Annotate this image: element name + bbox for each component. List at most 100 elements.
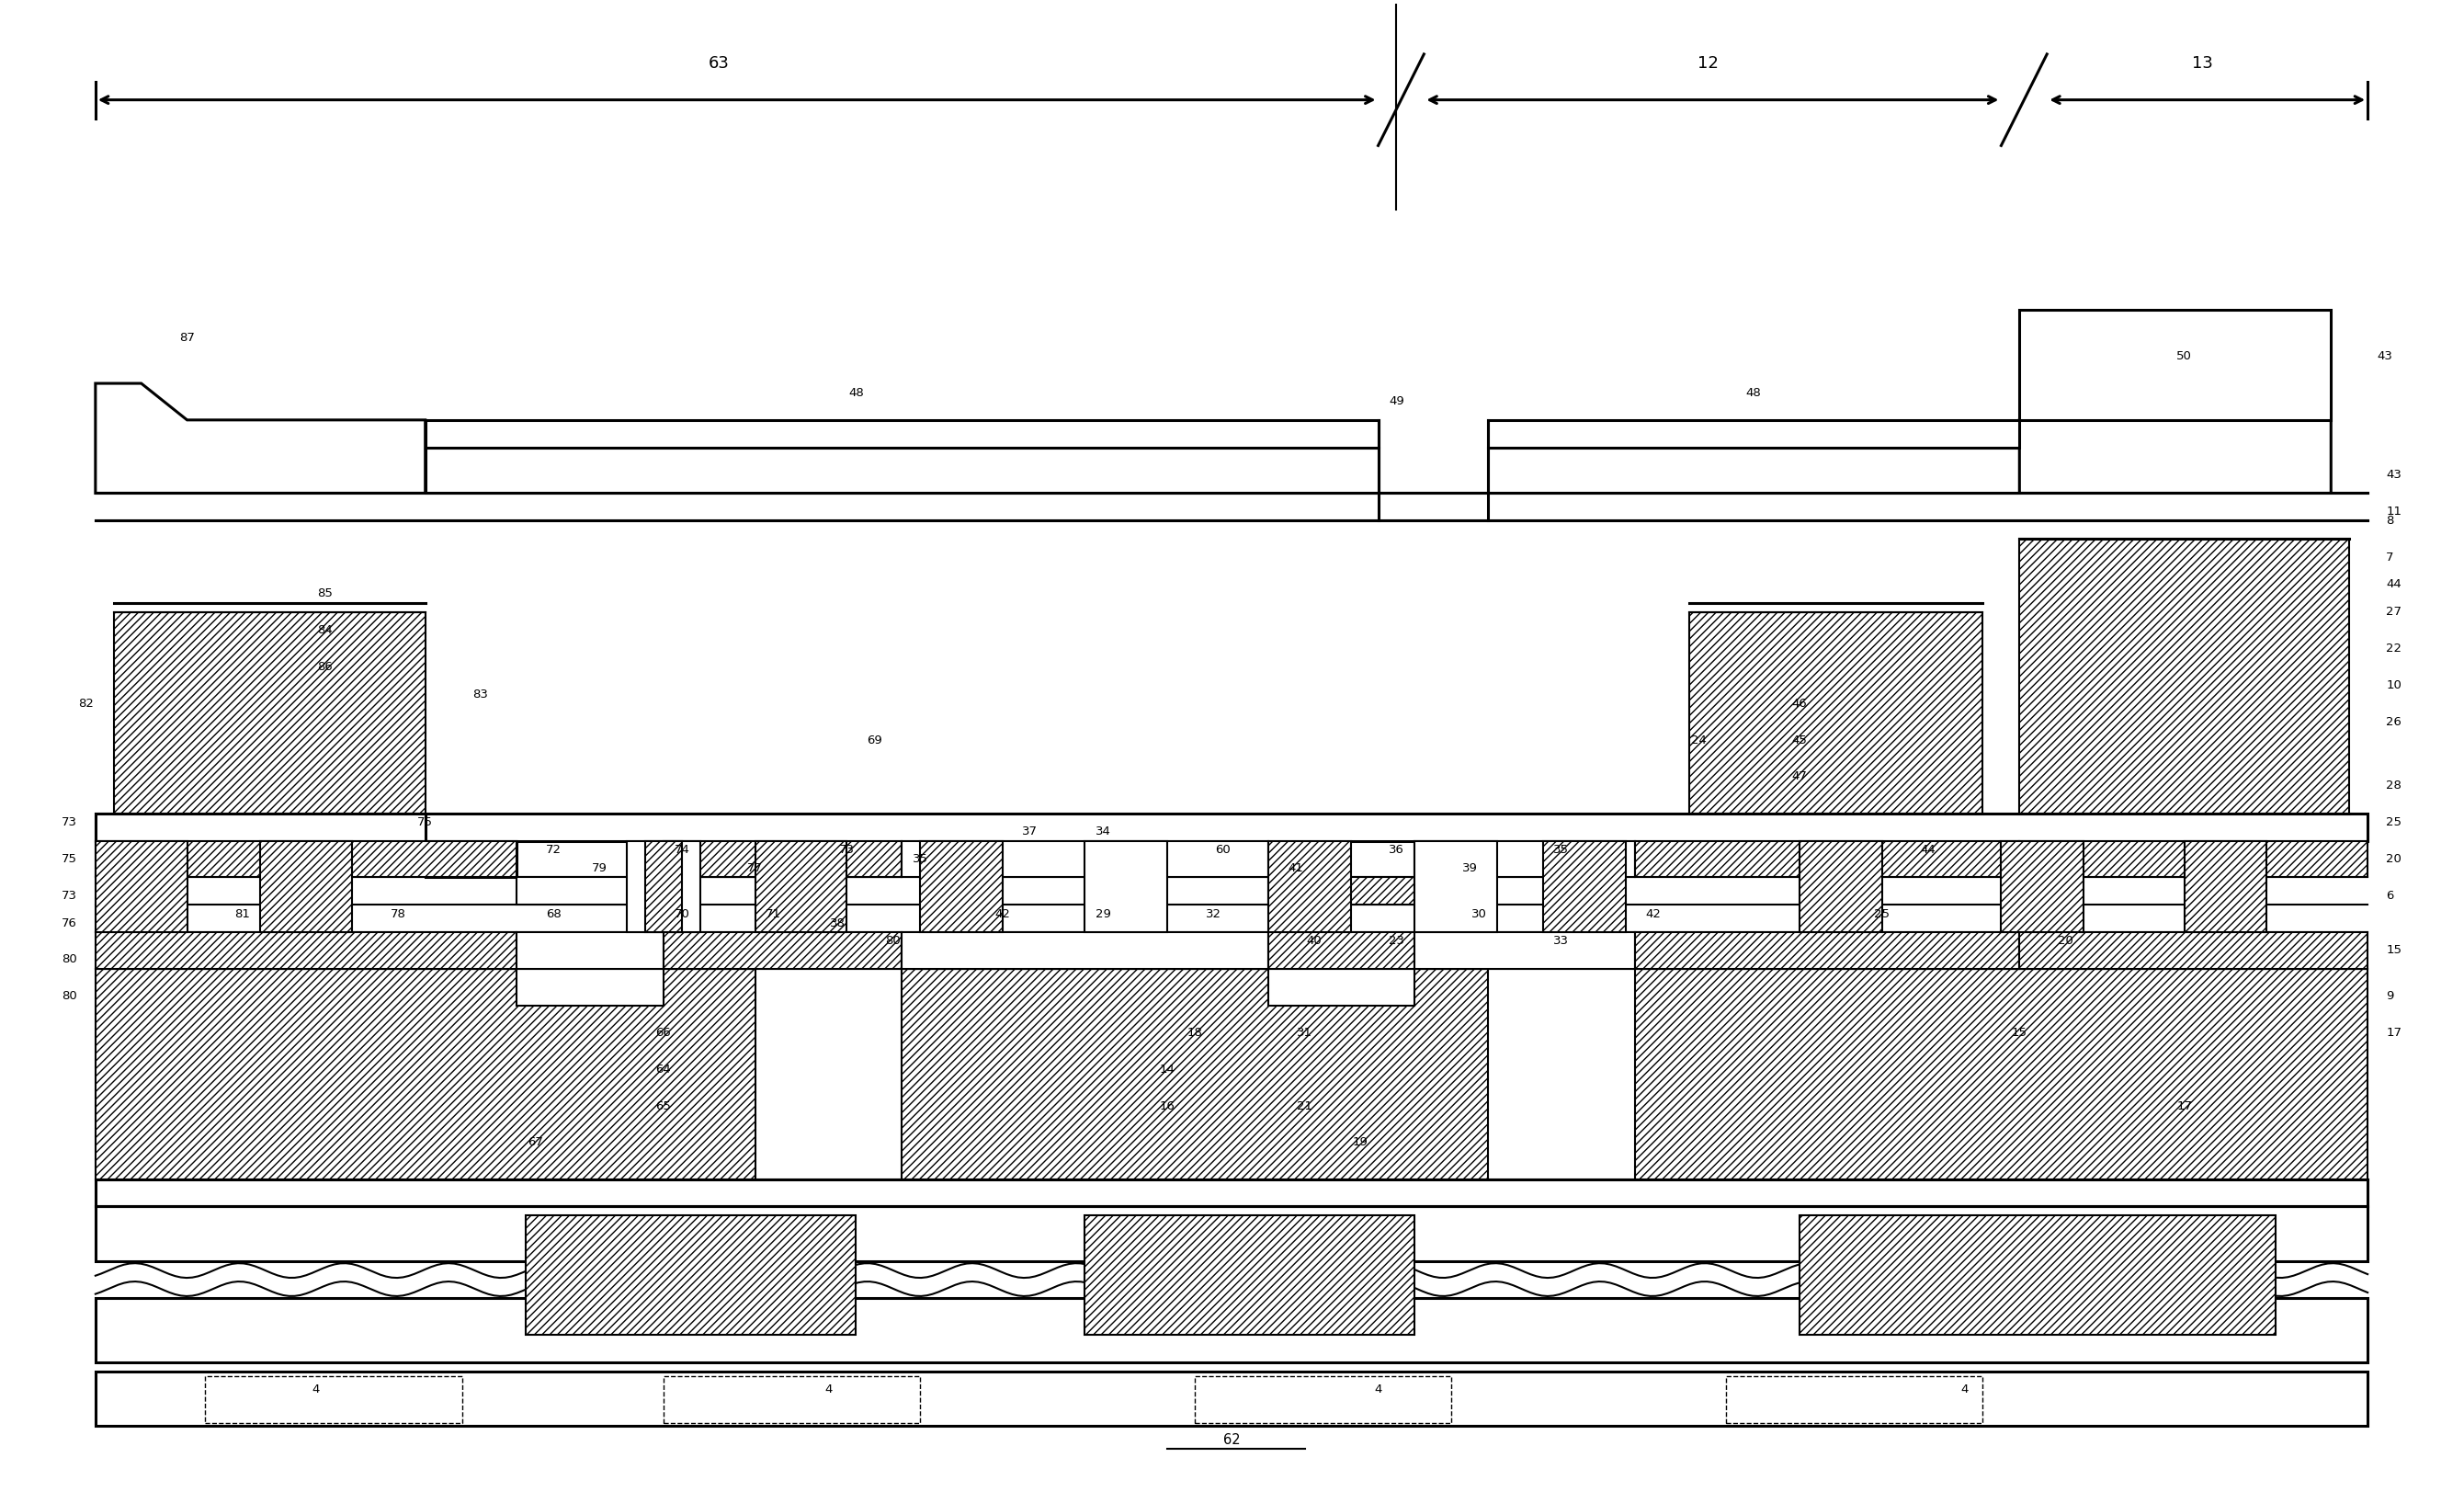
Text: 65: 65 <box>655 1100 670 1112</box>
Text: 86: 86 <box>318 661 333 673</box>
Polygon shape <box>2020 383 2331 493</box>
Polygon shape <box>1084 1216 1414 1335</box>
Text: 73: 73 <box>62 890 76 902</box>
Polygon shape <box>919 840 1003 932</box>
Polygon shape <box>902 932 1269 969</box>
Text: 82: 82 <box>79 697 94 709</box>
Text: 27: 27 <box>2385 606 2402 618</box>
Text: 80: 80 <box>62 990 76 1003</box>
Polygon shape <box>626 840 700 932</box>
Polygon shape <box>2001 840 2085 932</box>
Polygon shape <box>663 932 902 969</box>
Polygon shape <box>96 1299 2368 1362</box>
Text: 33: 33 <box>1555 935 1570 947</box>
Text: 69: 69 <box>867 733 882 745</box>
Text: 80: 80 <box>62 953 76 965</box>
Text: 14: 14 <box>1161 1063 1175 1075</box>
Text: 25: 25 <box>2385 816 2402 828</box>
Text: 23: 23 <box>1390 935 1404 947</box>
Polygon shape <box>902 840 1269 878</box>
Text: 4: 4 <box>310 1383 320 1395</box>
Polygon shape <box>1634 840 2020 878</box>
Text: 71: 71 <box>766 908 781 920</box>
Polygon shape <box>1414 840 1634 878</box>
Polygon shape <box>96 813 517 878</box>
Polygon shape <box>113 612 426 813</box>
Text: 67: 67 <box>527 1136 542 1148</box>
Polygon shape <box>96 1371 2368 1426</box>
Text: 66: 66 <box>655 1027 670 1039</box>
Text: 29: 29 <box>1096 908 1111 920</box>
Text: 44: 44 <box>2385 579 2402 591</box>
Polygon shape <box>261 840 352 932</box>
Polygon shape <box>2020 310 2331 419</box>
Polygon shape <box>527 1216 855 1335</box>
Polygon shape <box>1269 840 1350 932</box>
Text: 39: 39 <box>1461 863 1478 875</box>
Text: 13: 13 <box>2193 56 2213 72</box>
Polygon shape <box>1799 1216 2277 1335</box>
Text: 50: 50 <box>2176 350 2193 362</box>
Text: 48: 48 <box>1747 386 1762 398</box>
Text: 25: 25 <box>1875 908 1890 920</box>
Polygon shape <box>96 840 187 932</box>
Text: 43: 43 <box>2385 469 2402 481</box>
Polygon shape <box>2020 540 2348 813</box>
Polygon shape <box>517 932 663 969</box>
Polygon shape <box>902 969 1488 1178</box>
Text: 16: 16 <box>1161 1100 1175 1112</box>
Polygon shape <box>2020 932 2368 969</box>
Text: 10: 10 <box>2385 679 2402 691</box>
Text: 28: 28 <box>2385 780 2402 792</box>
Text: 32: 32 <box>1205 908 1222 920</box>
Text: 75: 75 <box>416 816 434 828</box>
Text: 17: 17 <box>2385 1027 2402 1039</box>
Text: 36: 36 <box>1390 843 1404 855</box>
Polygon shape <box>1084 840 1168 932</box>
Text: 83: 83 <box>473 688 488 700</box>
Text: 7: 7 <box>2385 552 2393 564</box>
Text: 42: 42 <box>1646 908 1661 920</box>
Text: 34: 34 <box>1096 825 1111 837</box>
Polygon shape <box>663 840 902 878</box>
Text: 73: 73 <box>838 843 855 855</box>
Text: 37: 37 <box>1023 825 1037 837</box>
Text: 35: 35 <box>1555 843 1570 855</box>
Polygon shape <box>1269 932 1414 969</box>
Text: 64: 64 <box>655 1063 670 1075</box>
Text: 21: 21 <box>1296 1100 1313 1112</box>
Text: 42: 42 <box>995 908 1010 920</box>
Text: 43: 43 <box>2378 350 2393 362</box>
Text: 4: 4 <box>1961 1383 1969 1395</box>
Text: 35: 35 <box>912 854 929 864</box>
Polygon shape <box>96 1178 2368 1207</box>
Text: 68: 68 <box>547 908 562 920</box>
Text: 24: 24 <box>1690 733 1708 745</box>
Polygon shape <box>1269 878 1414 905</box>
Text: 8: 8 <box>2385 514 2393 526</box>
Text: 20: 20 <box>2057 935 2072 947</box>
Text: 30: 30 <box>1471 908 1486 920</box>
Text: 19: 19 <box>1353 1136 1368 1148</box>
Polygon shape <box>96 840 517 878</box>
Polygon shape <box>754 840 848 932</box>
Text: 70: 70 <box>675 908 690 920</box>
Text: 31: 31 <box>1296 1027 1313 1039</box>
Polygon shape <box>1488 448 2020 493</box>
Text: 41: 41 <box>1289 863 1303 875</box>
Text: 62: 62 <box>1222 1432 1239 1446</box>
Text: 15: 15 <box>2011 1027 2028 1039</box>
Polygon shape <box>1414 840 1498 932</box>
Text: 4: 4 <box>1375 1383 1382 1395</box>
Bar <box>1727 1375 1984 1423</box>
Text: 49: 49 <box>1390 395 1404 407</box>
Text: 26: 26 <box>2385 715 2402 727</box>
Text: 40: 40 <box>1306 935 1321 947</box>
Polygon shape <box>2186 840 2267 932</box>
Polygon shape <box>96 969 754 1178</box>
Polygon shape <box>2020 840 2368 878</box>
Text: 44: 44 <box>1919 843 1937 855</box>
Text: 77: 77 <box>747 863 764 875</box>
Polygon shape <box>96 813 2368 840</box>
Text: 79: 79 <box>591 863 606 875</box>
